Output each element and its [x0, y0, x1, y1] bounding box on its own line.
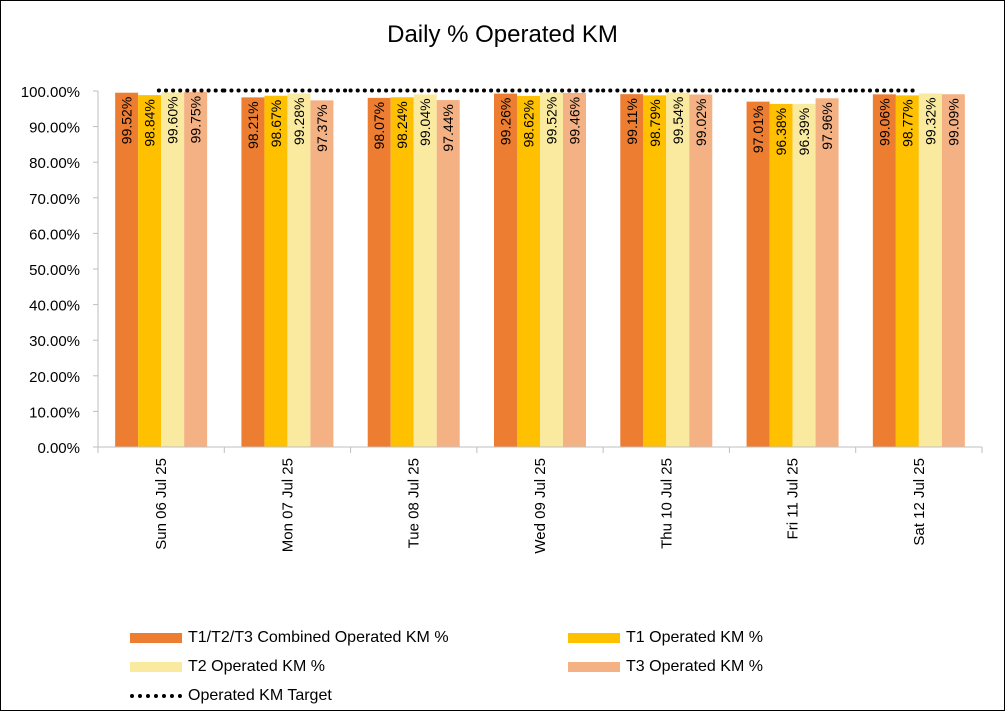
data-label: 96.38%: [773, 108, 789, 155]
bar: [895, 95, 919, 448]
data-label: 99.28%: [291, 98, 307, 145]
bar: [517, 95, 540, 447]
data-label: 99.60%: [165, 96, 181, 143]
bar: [390, 97, 414, 448]
y-tick-label: 0.00%: [37, 440, 80, 457]
bar: [746, 101, 770, 447]
x-tick-label: Fri 11 Jul 25: [785, 458, 802, 539]
bar: [815, 98, 839, 448]
data-label: 98.24%: [394, 101, 410, 148]
bar: [436, 100, 460, 448]
chart-title: Daily % Operated KM: [387, 21, 618, 48]
bar: [563, 92, 586, 448]
bar: [620, 94, 644, 448]
x-tick-label: Tue 08 Jul 25: [406, 458, 423, 548]
bar: [367, 97, 391, 448]
data-label: 98.67%: [268, 100, 284, 147]
y-tick-label: 50.00%: [29, 262, 80, 279]
bar: [161, 92, 185, 447]
y-tick-label: 80.00%: [29, 155, 80, 172]
bar: [494, 93, 517, 447]
bar: [872, 94, 896, 447]
data-label: 99.09%: [945, 98, 961, 145]
data-label: 96.39%: [796, 108, 812, 155]
bar: [689, 94, 713, 447]
y-tick-label: 60.00%: [29, 226, 80, 243]
bar: [643, 95, 667, 447]
data-label: 98.62%: [521, 100, 537, 147]
data-label: 98.77%: [899, 99, 915, 146]
y-tick-label: 10.00%: [29, 404, 80, 421]
data-label: 98.84%: [142, 99, 158, 146]
bar: [241, 97, 265, 447]
x-tick-label: Sat 12 Jul 25: [911, 458, 928, 546]
data-label: 99.32%: [922, 97, 938, 144]
x-tick-label: Thu 10 Jul 25: [658, 458, 675, 549]
bar: [264, 95, 288, 447]
data-label: 97.01%: [750, 106, 766, 153]
bar: [792, 103, 816, 448]
bar: [310, 100, 334, 448]
data-label: 98.79%: [647, 99, 663, 146]
data-label: 99.46%: [567, 97, 583, 144]
y-tick-label: 30.00%: [29, 333, 80, 350]
bar: [184, 91, 208, 447]
bar: [138, 95, 162, 447]
bar: [287, 93, 311, 447]
y-tick-label: 70.00%: [29, 191, 80, 208]
data-label: 99.52%: [119, 97, 135, 144]
data-label: 99.11%: [624, 98, 640, 144]
data-label: 97.37%: [314, 104, 330, 151]
data-label: 97.96%: [819, 102, 835, 149]
data-label: 99.52%: [544, 97, 560, 144]
data-label: 99.75%: [188, 96, 204, 143]
y-tick-label: 100.00%: [21, 84, 80, 101]
data-label: 98.21%: [245, 101, 261, 148]
bar: [918, 93, 942, 447]
bar: [941, 94, 965, 448]
x-tick-label: Wed 09 Jul 25: [532, 458, 549, 554]
bar: [769, 103, 793, 447]
bar: [666, 92, 690, 447]
bar: [413, 94, 437, 447]
data-label: 99.26%: [498, 98, 514, 145]
data-label: 99.54%: [670, 97, 686, 144]
x-tick-label: Sun 06 Jul 25: [153, 458, 170, 550]
bar: [540, 92, 563, 447]
data-label: 99.06%: [876, 98, 892, 145]
y-tick-label: 40.00%: [29, 298, 80, 315]
data-label: 99.04%: [417, 98, 433, 145]
x-tick-label: Mon 07 Jul 25: [279, 458, 296, 552]
data-label: 98.07%: [371, 102, 387, 149]
y-tick-label: 90.00%: [29, 120, 80, 137]
data-label: 97.44%: [440, 104, 456, 151]
bar: [115, 92, 139, 447]
data-label: 99.02%: [693, 98, 709, 145]
y-tick-label: 20.00%: [29, 369, 80, 386]
